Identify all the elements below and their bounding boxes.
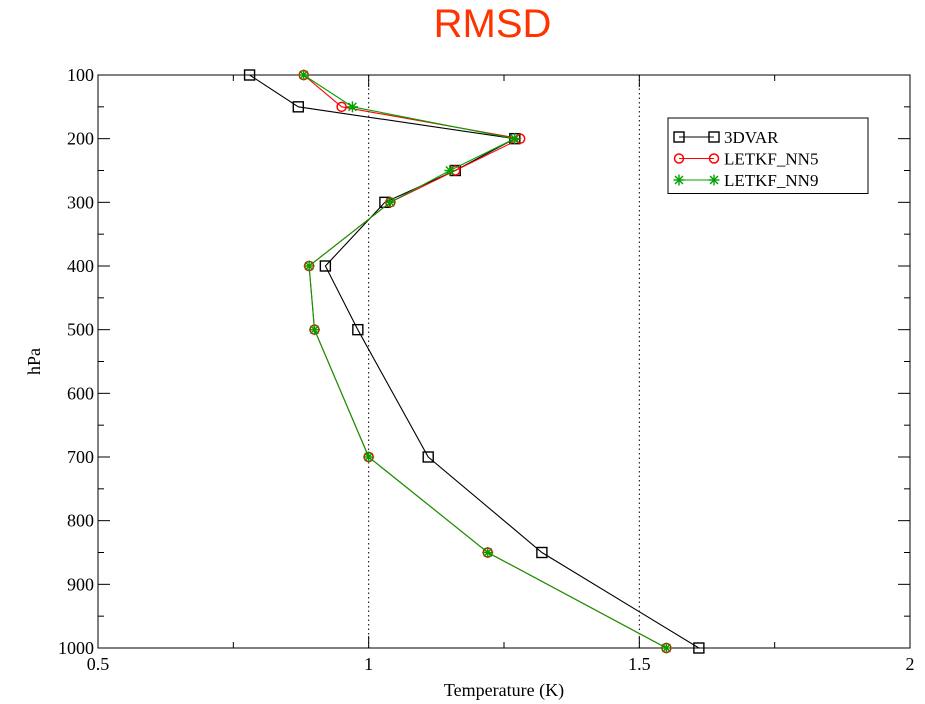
series-line	[303, 74, 667, 649]
data-point-marker	[708, 174, 720, 186]
series-letkf-nn9	[298, 69, 672, 654]
data-point-marker	[384, 196, 396, 208]
series-line	[303, 74, 667, 649]
data-point-marker	[346, 101, 358, 113]
data-point-marker	[536, 546, 548, 559]
y-tick-label: 700	[67, 447, 94, 467]
legend: 3DVAR LETKF_NN5 LETKF_NN9	[667, 117, 869, 194]
x-tick-label: 1.5	[628, 654, 651, 674]
legend-item: 3DVAR	[673, 128, 779, 147]
data-point-marker	[444, 165, 456, 176]
data-point-marker	[309, 324, 321, 336]
data-point-marker	[673, 131, 685, 143]
data-point-marker	[292, 101, 304, 113]
series-3dvar	[243, 69, 705, 654]
data-point-marker	[708, 131, 720, 143]
y-axis-label: hPa	[24, 348, 44, 375]
legend-label: 3DVAR	[724, 128, 779, 147]
data-point-marker	[303, 260, 315, 272]
series-line	[249, 74, 700, 649]
data-point-marker	[336, 101, 347, 113]
x-tick-label: 0.5	[87, 654, 110, 674]
data-point-marker	[363, 451, 375, 463]
data-point-marker	[422, 451, 434, 463]
x-axis-label: Temperature (K)	[444, 680, 564, 701]
x-tick-label: 2	[906, 654, 915, 674]
y-tick-label: 1000	[58, 638, 94, 658]
legend-box	[667, 117, 869, 194]
y-tick-label: 600	[67, 383, 94, 403]
y-tick-label: 800	[67, 511, 94, 531]
legend-item: LETKF_NN9	[673, 171, 818, 190]
data-point-marker	[660, 642, 672, 654]
data-point-marker	[482, 547, 494, 558]
data-point-marker	[673, 153, 685, 164]
y-tick-label: 400	[67, 256, 94, 276]
chart-title: RMSD	[433, 2, 552, 46]
data-point-marker	[298, 69, 310, 81]
data-point-marker	[708, 153, 720, 164]
axis-ticks: 0.5 1 1.5 2 100 200 300 400 500 600 700 800 900 1000	[58, 65, 915, 674]
legend-label: LETKF_NN5	[724, 150, 818, 169]
x-tick-label: 1	[364, 654, 373, 674]
series-letkf-nn5	[298, 69, 672, 654]
legend-item: LETKF_NN5	[673, 150, 818, 169]
data-point-marker	[673, 174, 685, 186]
y-tick-label: 300	[67, 192, 94, 212]
data-point-marker	[319, 260, 332, 272]
y-tick-label: 500	[67, 320, 94, 340]
legend-label: LETKF_NN9	[724, 171, 818, 190]
y-tick-label: 200	[67, 129, 94, 149]
data-point-marker	[352, 323, 364, 336]
data-point-marker	[693, 642, 705, 654]
data-point-marker	[243, 69, 256, 81]
data-series	[243, 69, 705, 654]
data-point-marker	[509, 133, 521, 145]
reference-lines	[368, 75, 640, 648]
y-tick-label: 100	[67, 65, 94, 85]
y-tick-label: 900	[67, 574, 94, 594]
